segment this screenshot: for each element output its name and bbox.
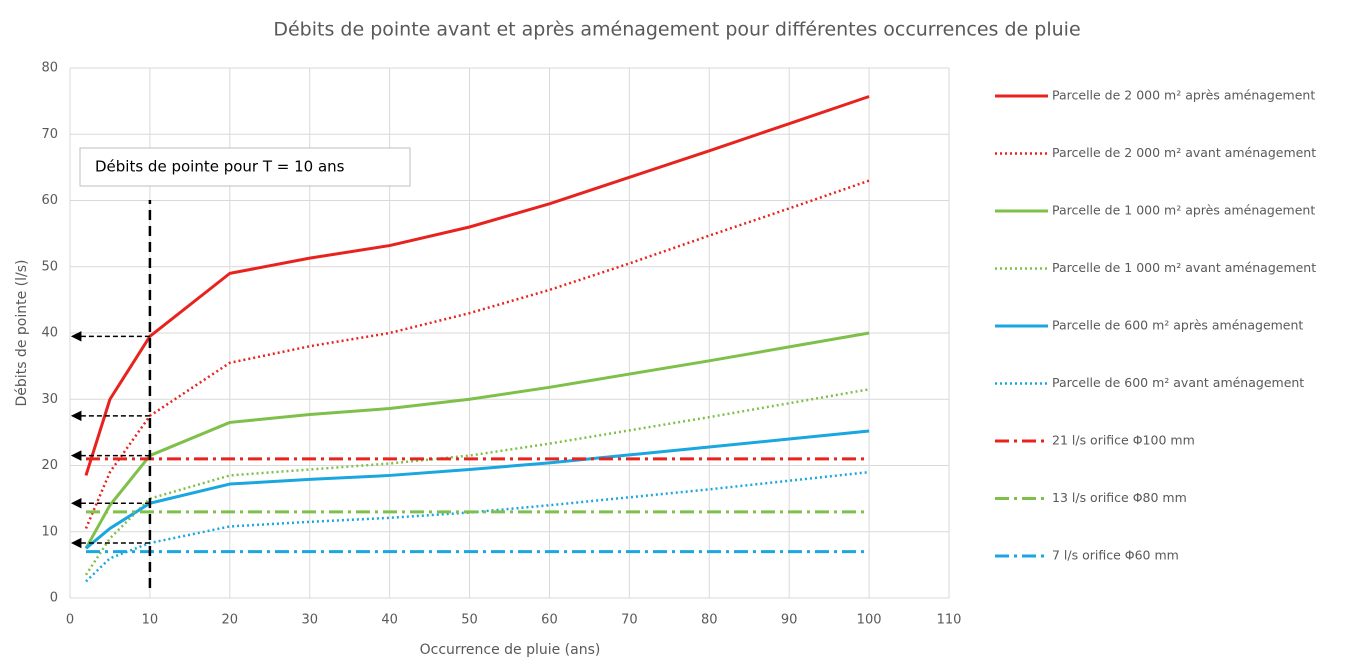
legend-label: 21 l/s orifice Φ100 mm xyxy=(1052,433,1195,448)
annotation-text: Débits de pointe pour T = 10 ans xyxy=(95,158,345,176)
series-line xyxy=(84,331,870,550)
x-tick-label: 70 xyxy=(621,613,638,628)
x-tick-label: 80 xyxy=(701,613,718,628)
legend-label: Parcelle de 1 000 m² avant aménagement xyxy=(1052,260,1316,275)
y-tick-label: 60 xyxy=(41,193,58,208)
y-tick-label: 20 xyxy=(41,458,58,473)
y-tick-label: 40 xyxy=(41,326,58,341)
chart-title: Débits de pointe avant et après aménagem… xyxy=(273,19,1080,41)
y-tick-label: 80 xyxy=(41,61,58,76)
legend-label: 13 l/s orifice Φ80 mm xyxy=(1052,490,1187,505)
x-tick-label: 10 xyxy=(142,613,159,628)
y-tick-label: 70 xyxy=(41,127,58,142)
x-tick-label: 20 xyxy=(222,613,239,628)
x-tick-label: 60 xyxy=(541,613,558,628)
series-line xyxy=(85,429,870,550)
legend-label: Parcelle de 600 m² après aménagement xyxy=(1052,318,1303,333)
x-tick-label: 110 xyxy=(937,613,962,628)
y-tick-label: 10 xyxy=(41,524,58,539)
legend-label: Parcelle de 1 000 m² après aménagement xyxy=(1052,203,1315,218)
legend-label: Parcelle de 2 000 m² après aménagement xyxy=(1052,88,1315,103)
legend-label: 7 l/s orifice Φ60 mm xyxy=(1052,548,1179,563)
x-tick-label: 30 xyxy=(301,613,318,628)
y-tick-label: 30 xyxy=(41,392,58,407)
y-tick-label: 0 xyxy=(50,591,58,606)
x-axis-title: Occurrence de pluie (ans) xyxy=(420,642,601,658)
y-axis-title: Débits de pointe (l/s) xyxy=(14,260,30,407)
y-tick-label: 50 xyxy=(41,259,58,274)
legend-label: Parcelle de 600 m² avant aménagement xyxy=(1052,375,1304,390)
annotation-box xyxy=(79,147,411,187)
series-line xyxy=(84,388,870,576)
series-line xyxy=(84,95,870,476)
series-line xyxy=(85,470,870,583)
x-tick-label: 40 xyxy=(381,613,398,628)
x-tick-label: 90 xyxy=(781,613,798,628)
x-tick-label: 50 xyxy=(461,613,478,628)
x-tick-label: 100 xyxy=(857,613,882,628)
x-tick-label: 0 xyxy=(66,613,74,628)
legend-label: Parcelle de 2 000 m² avant aménagement xyxy=(1052,145,1316,160)
